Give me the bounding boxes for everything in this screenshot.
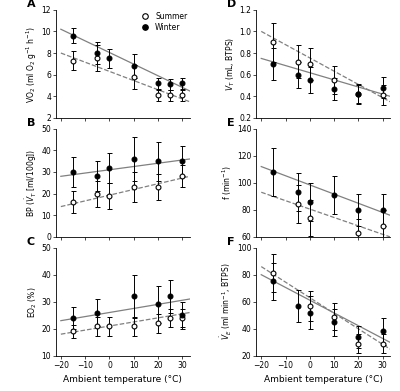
Y-axis label: $V_T$ (mL, BTPS): $V_T$ (mL, BTPS) bbox=[224, 37, 237, 91]
Legend: Summer, Winter: Summer, Winter bbox=[138, 12, 187, 32]
Text: D: D bbox=[227, 0, 236, 9]
Y-axis label: $\dot{V}_E$ (ml min$^{-1}$, BTPS): $\dot{V}_E$ (ml min$^{-1}$, BTPS) bbox=[219, 263, 234, 341]
Y-axis label: BP ($\dot{V}_T$ [ml/100g]): BP ($\dot{V}_T$ [ml/100g]) bbox=[23, 149, 39, 217]
Text: E: E bbox=[227, 118, 235, 127]
Text: C: C bbox=[27, 237, 35, 247]
X-axis label: Ambient temperature (°C): Ambient temperature (°C) bbox=[63, 375, 182, 384]
X-axis label: Ambient temperature (°C): Ambient temperature (°C) bbox=[264, 375, 383, 384]
Text: F: F bbox=[227, 237, 234, 247]
Y-axis label: f (min$^{-1}$): f (min$^{-1}$) bbox=[221, 165, 234, 200]
Text: B: B bbox=[27, 118, 35, 127]
Y-axis label: EO$_2$ (%): EO$_2$ (%) bbox=[26, 286, 39, 317]
Y-axis label: VO$_2$ (ml O$_2$ g$^{-1}$ h$^{-1}$): VO$_2$ (ml O$_2$ g$^{-1}$ h$^{-1}$) bbox=[24, 25, 39, 102]
Text: A: A bbox=[27, 0, 35, 9]
